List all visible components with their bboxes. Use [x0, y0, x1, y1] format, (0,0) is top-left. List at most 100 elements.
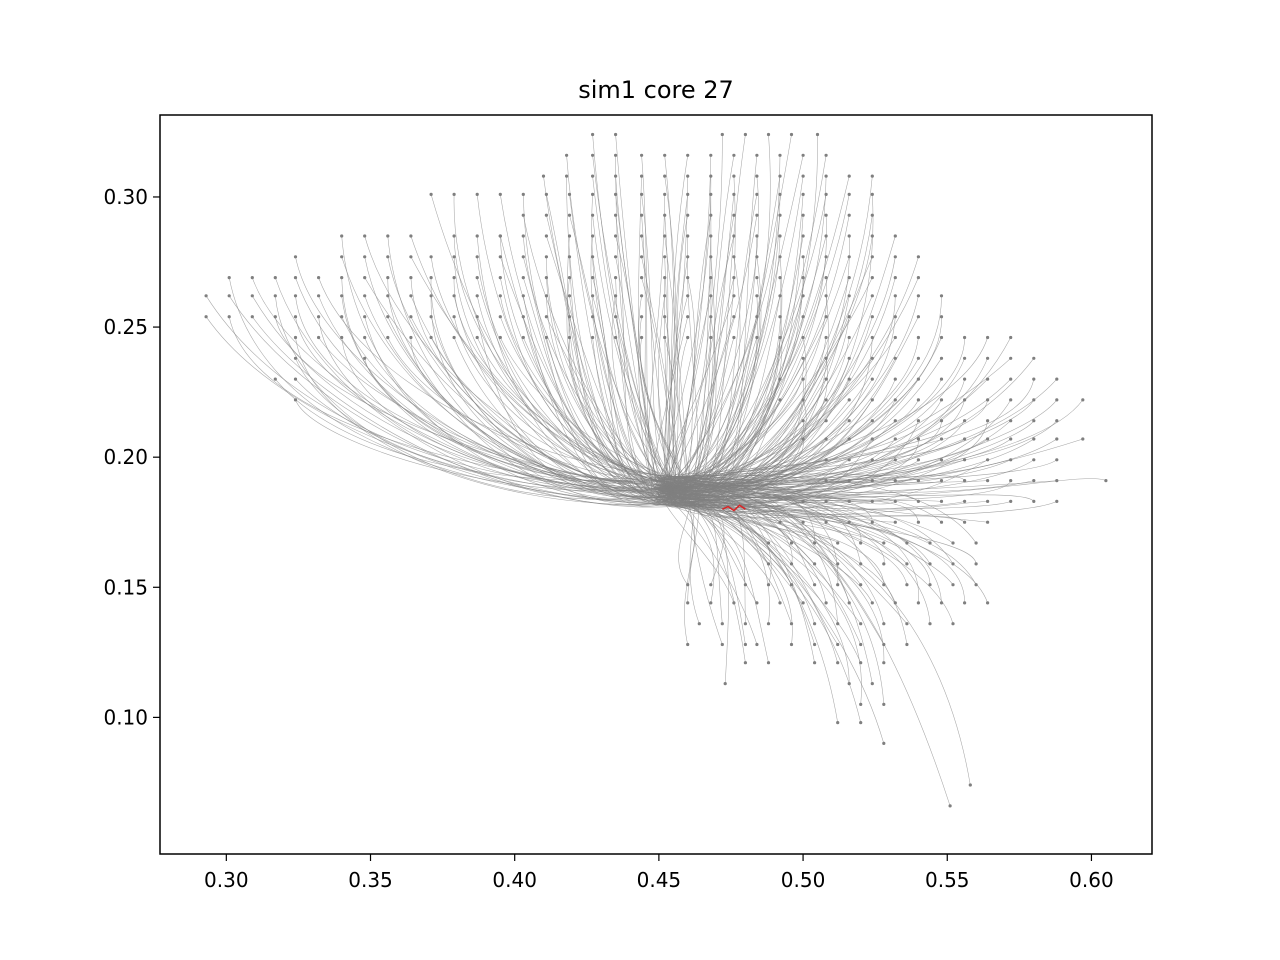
start-point	[743, 583, 748, 587]
trajectory-line	[669, 501, 988, 515]
start-point	[250, 276, 254, 280]
start-point	[686, 583, 690, 587]
start-point	[939, 458, 944, 462]
start-point	[743, 642, 748, 647]
start-point	[859, 642, 863, 647]
start-point	[521, 335, 525, 340]
start-point	[836, 642, 840, 647]
start-point	[847, 398, 851, 402]
start-point	[755, 234, 759, 238]
start-point	[847, 437, 851, 441]
start-point	[974, 562, 978, 566]
start-point	[801, 499, 805, 503]
trajectory-line	[672, 490, 885, 744]
start-point	[801, 335, 805, 340]
start-point	[951, 541, 955, 545]
start-point	[905, 541, 909, 545]
start-point	[847, 419, 851, 423]
start-point	[928, 583, 932, 587]
start-point	[591, 192, 595, 196]
trajectory-line	[453, 337, 658, 495]
start-point	[363, 356, 367, 360]
start-point	[409, 276, 413, 280]
start-point	[1032, 479, 1036, 483]
start-point	[801, 294, 805, 298]
start-point	[824, 520, 828, 524]
trajectory-line	[453, 316, 661, 485]
start-point	[452, 234, 456, 238]
start-point	[544, 213, 549, 217]
trajectory-line	[692, 490, 919, 603]
start-point	[732, 255, 736, 259]
start-point	[686, 642, 690, 647]
start-point	[824, 276, 828, 280]
start-point	[614, 294, 618, 298]
start-point	[939, 520, 944, 524]
start-point	[709, 601, 713, 605]
start-point	[824, 294, 828, 298]
start-point	[986, 479, 990, 483]
trajectory-line	[690, 486, 951, 806]
start-point	[614, 213, 618, 217]
trajectory-line	[673, 438, 942, 480]
start-point	[565, 174, 569, 178]
trajectory-line	[655, 491, 1035, 502]
start-point	[882, 741, 886, 746]
start-point	[340, 234, 344, 238]
start-point	[640, 192, 644, 196]
start-point	[847, 276, 851, 280]
start-point	[893, 601, 897, 605]
start-point	[905, 583, 909, 587]
start-point	[723, 682, 727, 686]
start-point	[789, 583, 794, 587]
start-point	[591, 294, 595, 298]
trajectory-line	[662, 490, 873, 604]
start-point	[801, 315, 805, 319]
start-point	[709, 153, 713, 157]
start-point	[766, 661, 771, 665]
x-axis-ticks: 0.30 0.35 0.40 0.45 0.50 0.55 0.60	[204, 854, 1114, 892]
start-point	[847, 458, 851, 462]
start-point	[340, 255, 344, 259]
start-point	[544, 255, 549, 259]
start-point	[409, 335, 413, 340]
trajectory-line	[387, 295, 656, 499]
start-point	[1009, 458, 1013, 462]
trajectory-line	[686, 316, 919, 492]
start-point	[565, 153, 569, 157]
trajectory-line	[680, 498, 729, 684]
trajectory-line	[676, 502, 695, 645]
start-point	[824, 335, 828, 340]
highlight-track	[721, 504, 746, 512]
start-point	[859, 583, 863, 587]
trajectory-line	[663, 475, 965, 485]
start-point	[755, 192, 759, 196]
trajectory-line	[410, 256, 691, 479]
start-point	[893, 356, 897, 360]
start-point	[720, 622, 724, 626]
start-point	[789, 622, 794, 626]
start-point	[591, 276, 595, 280]
start-point	[801, 234, 805, 238]
start-point	[870, 356, 874, 360]
start-point	[755, 294, 759, 298]
start-point	[778, 153, 782, 157]
start-point	[893, 479, 897, 483]
start-point	[847, 174, 851, 178]
start-point	[363, 276, 367, 280]
start-point	[1032, 458, 1036, 462]
trajectory-line	[681, 489, 850, 684]
start-point	[963, 499, 967, 503]
trajectory-line	[662, 256, 762, 478]
start-point	[386, 294, 390, 298]
start-point	[475, 294, 479, 298]
trajectory-line	[523, 316, 689, 477]
start-point	[755, 276, 759, 280]
y-axis-ticks: 0.10 0.15 0.20 0.25 0.30	[103, 185, 160, 729]
start-point	[778, 335, 782, 340]
start-point	[317, 315, 321, 319]
start-point	[521, 315, 525, 319]
convergence-line	[674, 486, 692, 493]
x-tick-label: 0.40	[492, 868, 537, 892]
